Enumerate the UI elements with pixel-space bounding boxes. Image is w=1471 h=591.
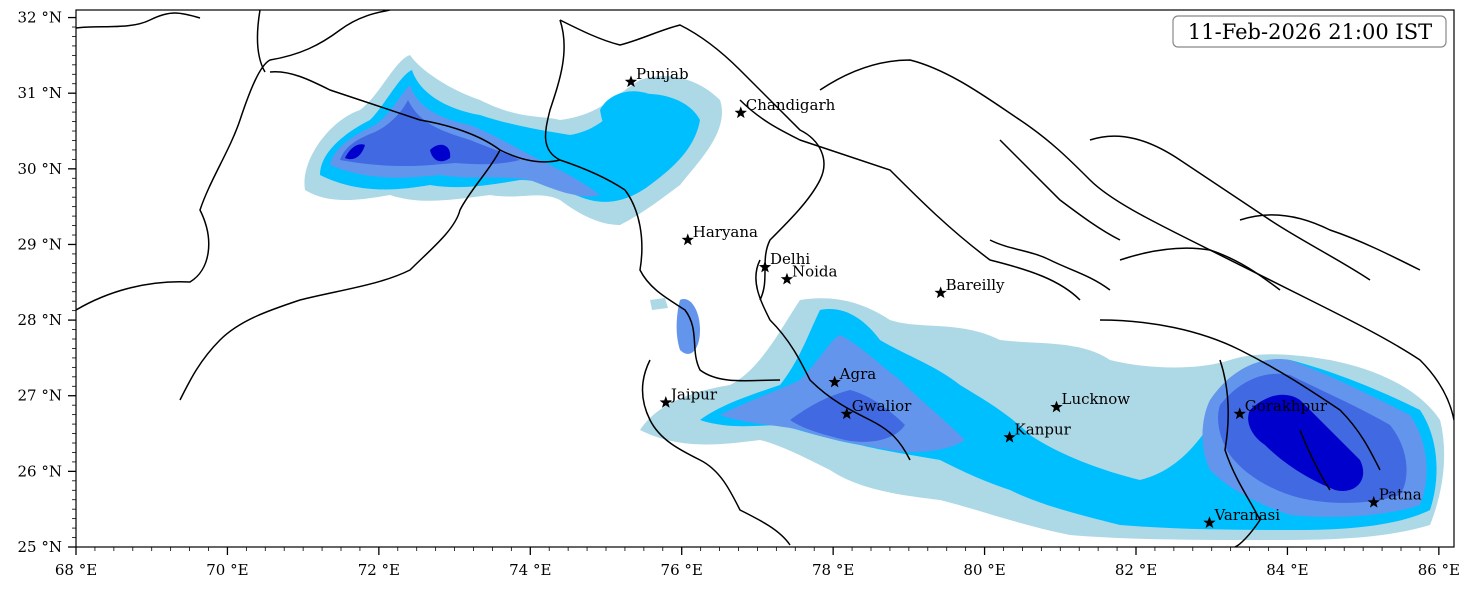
y-tick-label: 28 °N (18, 311, 62, 329)
city-star-icon (681, 233, 694, 246)
timestamp-label: 11-Feb-2026 21:00 IST (1188, 20, 1432, 44)
y-tick-label: 25 °N (18, 538, 62, 556)
x-tick-label: 80 °E (963, 561, 1005, 579)
city-star-icon (934, 286, 947, 299)
x-tick-label: 78 °E (812, 561, 854, 579)
map-frame (75, 9, 1455, 548)
precipitation-contours (304, 55, 1445, 540)
y-tick-label: 27 °N (18, 387, 62, 405)
city-star-icon (758, 260, 772, 273)
city-label: Varanasi (1213, 506, 1280, 524)
x-tick-label: 76 °E (661, 561, 703, 579)
city-label: Patna (1379, 485, 1422, 503)
city-star-icon (840, 407, 853, 420)
x-tick-label: 74 °E (509, 561, 551, 579)
city-label: Gorakhpur (1245, 397, 1328, 415)
city-label: Lucknow (1062, 390, 1131, 408)
city-star-icon (624, 75, 638, 88)
city-label: Agra (839, 365, 877, 383)
city-label: Jaipur (669, 386, 718, 404)
city-star-icon (828, 375, 841, 388)
city-label: Gwalior (852, 397, 912, 415)
city-label: Noida (792, 262, 838, 280)
city-star-icon (1003, 430, 1016, 443)
city-label: Punjab (636, 65, 689, 83)
city-label: Delhi (770, 250, 810, 268)
city-star-icon (1203, 516, 1216, 529)
y-axis: 25 °N 26 °N 27 °N 28 °N 29 °N 30 °N 31 °N 32 °N (18, 9, 76, 556)
city-label: Haryana (693, 223, 758, 241)
x-tick-label: 72 °E (358, 561, 400, 579)
timestamp-box: 11-Feb-2026 21:00 IST (1172, 15, 1447, 48)
y-tick-label: 26 °N (18, 462, 62, 480)
map-boundaries (76, 10, 1454, 547)
city-label: Chandigarh (746, 96, 836, 114)
city-star-icon (734, 106, 747, 119)
x-tick-label: 70 °E (206, 561, 248, 579)
x-tick-label: 82 °E (1115, 561, 1157, 579)
city-star-icon (659, 396, 672, 408)
y-tick-label: 31 °N (18, 84, 62, 102)
city-star-icon (1050, 400, 1063, 413)
y-tick-label: 32 °N (18, 9, 62, 27)
x-tick-label: 86 °E (1418, 561, 1460, 579)
y-tick-label: 29 °N (18, 235, 62, 253)
city-star-icon (1233, 407, 1246, 420)
x-tick-label: 68 °E (55, 561, 97, 579)
x-axis: 68 °E 70 °E 72 °E 74 °E 76 °E 78 °E 80 °E 82 °E… (55, 547, 1460, 579)
city-label: Bareilly (946, 276, 1005, 294)
city-star-icon (780, 272, 794, 285)
city-star-icon (1367, 495, 1380, 508)
city-label: Kanpur (1015, 420, 1072, 438)
x-tick-label: 84 °E (1266, 561, 1308, 579)
y-tick-label: 30 °N (18, 160, 62, 178)
